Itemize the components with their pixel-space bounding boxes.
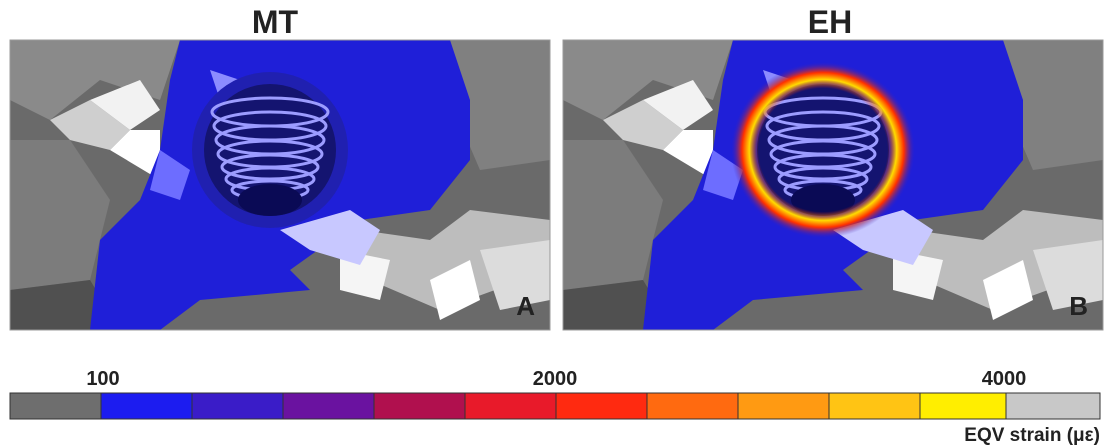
panel-letter: B: [1069, 291, 1088, 321]
panel-title: EH: [808, 4, 852, 40]
colorbar-label: 2000: [533, 368, 578, 390]
colorbar-caption: EQV strain (με): [964, 425, 1100, 446]
panel-title: MT: [252, 4, 299, 40]
figure: A B MT EH 100 2000 4000 EQV strain (με): [0, 0, 1105, 447]
panel-letter: A: [516, 291, 535, 321]
colorbar: [10, 393, 1100, 419]
panel-b: B: [563, 40, 1103, 330]
panel-a: A: [10, 40, 550, 330]
colorbar-label: 100: [86, 368, 119, 390]
colorbar-label: 4000: [982, 368, 1027, 390]
